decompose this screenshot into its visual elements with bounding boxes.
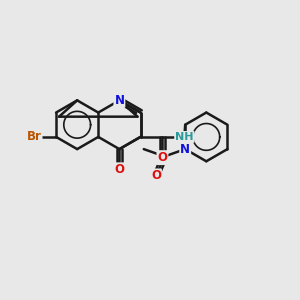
Text: O: O — [151, 169, 161, 182]
Text: O: O — [158, 151, 167, 164]
Text: N: N — [180, 142, 190, 156]
Text: Br: Br — [27, 130, 42, 143]
Text: O: O — [114, 163, 124, 176]
Text: N: N — [114, 94, 124, 107]
Text: NH: NH — [175, 132, 194, 142]
